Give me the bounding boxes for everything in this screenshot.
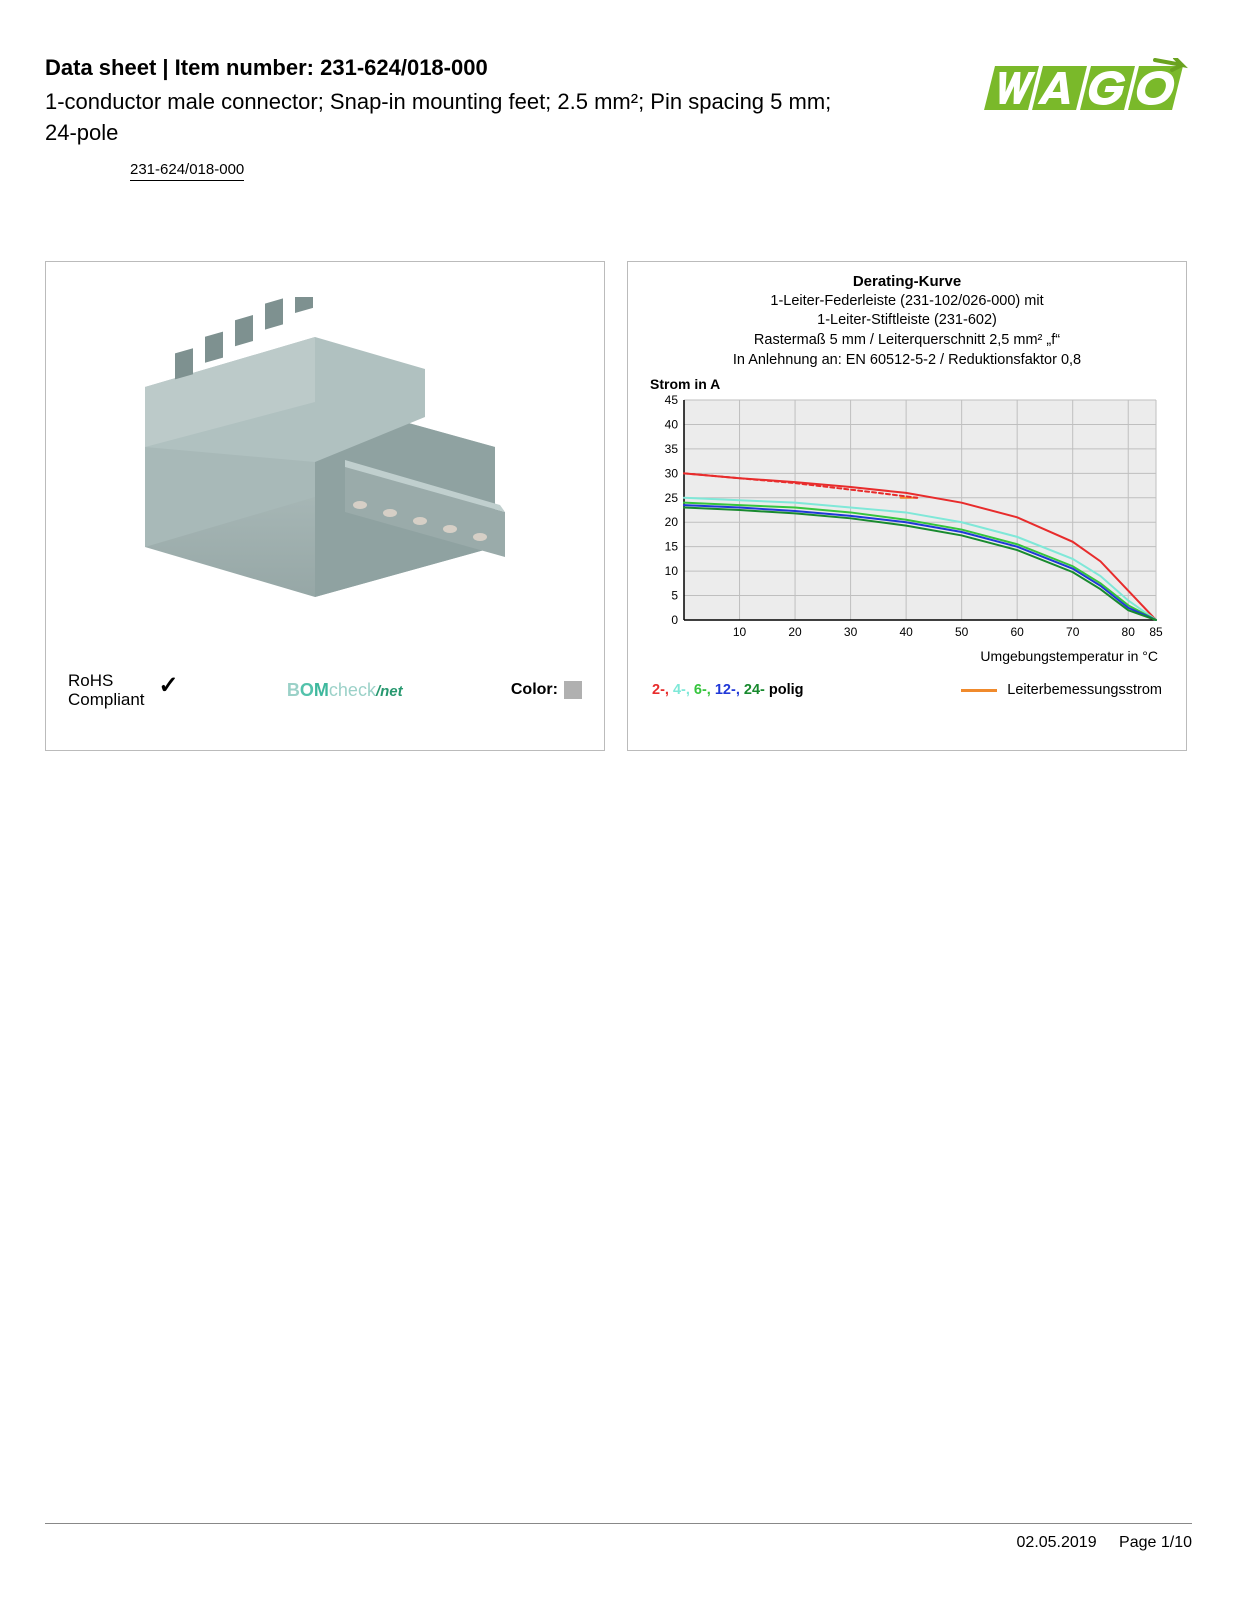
chart-sub3: Rastermaß 5 mm / Leiterquerschnitt 2,5 m…: [646, 331, 1168, 351]
color-swatch: [564, 681, 582, 699]
rohs-compliant-badge: RoHS Compliant ✓: [68, 671, 179, 710]
legend-line-icon: [961, 689, 997, 692]
footer-date: 02.05.2019: [1017, 1534, 1097, 1551]
rohs-text: RoHS Compliant: [68, 671, 145, 710]
rohs-line1: RoHS: [68, 671, 145, 691]
svg-text:25: 25: [665, 491, 679, 505]
rohs-line2: Compliant: [68, 690, 145, 710]
svg-text:5: 5: [671, 589, 678, 603]
svg-text:35: 35: [665, 442, 679, 456]
color-label: Color:: [511, 681, 558, 699]
chart-legend: 2-, 4-, 6-, 12-, 24- polig Leiterbemessu…: [646, 682, 1168, 698]
connector-illustration-icon: [115, 297, 535, 617]
header-text-block: Data sheet | Item number: 231-624/018-00…: [45, 55, 865, 149]
legend-suffix: polig: [765, 682, 804, 698]
svg-text:20: 20: [788, 625, 802, 639]
brand-logo: [977, 55, 1192, 121]
svg-text:40: 40: [899, 625, 913, 639]
footer-page: Page 1/10: [1119, 1534, 1192, 1551]
item-number-link[interactable]: 231-624/018-000: [130, 161, 244, 181]
color-indicator: Color:: [511, 681, 582, 699]
svg-text:70: 70: [1066, 625, 1080, 639]
datasheet-title: Data sheet | Item number: 231-624/018-00…: [45, 55, 865, 81]
legend-item: 2-,: [652, 682, 673, 698]
legend-right-label: Leiterbemessungsstrom: [1007, 682, 1162, 698]
check-icon: ✓: [159, 671, 179, 700]
product-image-panel: RoHS Compliant ✓ BOMcheck/net Color:: [45, 261, 605, 751]
datasheet-description: 1-conductor male connector; Snap-in moun…: [45, 87, 865, 149]
svg-text:45: 45: [665, 394, 679, 407]
chart-area: Derating-Kurve 1-Leiter-Federleiste (231…: [628, 262, 1186, 709]
chart-plot: 0 5 10 15 20 25 30 35 40 45 10 20 30 40 50 60 70 80 85: [646, 394, 1168, 644]
svg-text:10: 10: [733, 625, 747, 639]
legend-item: 4-,: [673, 682, 694, 698]
legend-item: 24-: [744, 682, 765, 698]
page-footer: 02.05.2019 Page 1/10: [45, 1523, 1192, 1552]
chart-sub4: In Anlehnung an: EN 60512-5-2 / Reduktio…: [646, 351, 1168, 371]
page-header: Data sheet | Item number: 231-624/018-00…: [0, 0, 1237, 149]
derating-chart-panel: Derating-Kurve 1-Leiter-Federleiste (231…: [627, 261, 1187, 751]
chart-title: Derating-Kurve: [646, 272, 1168, 292]
svg-text:80: 80: [1122, 625, 1136, 639]
chart-sub1: 1-Leiter-Federleiste (231-102/026-000) m…: [646, 292, 1168, 312]
product-image: [46, 262, 604, 652]
svg-text:15: 15: [665, 540, 679, 554]
panels-row: RoHS Compliant ✓ BOMcheck/net Color: Der…: [0, 181, 1237, 751]
product-bottom-row: RoHS Compliant ✓ BOMcheck/net Color:: [68, 671, 582, 710]
chart-x-axis-label: Umgebungstemperatur in °C: [646, 648, 1168, 664]
chart-sub2: 1-Leiter-Stiftleiste (231-602): [646, 311, 1168, 331]
svg-text:10: 10: [665, 564, 679, 578]
bomcheck-logo: BOMcheck/net: [287, 680, 403, 701]
svg-text:30: 30: [844, 625, 858, 639]
legend-item: 12-,: [715, 682, 744, 698]
legend-item: 6-,: [694, 682, 715, 698]
svg-text:85: 85: [1149, 625, 1163, 639]
svg-text:20: 20: [665, 515, 679, 529]
svg-text:0: 0: [671, 613, 678, 627]
svg-text:30: 30: [665, 466, 679, 480]
svg-text:40: 40: [665, 418, 679, 432]
legend-rated-current: Leiterbemessungsstrom: [961, 682, 1162, 698]
bomcheck-suffix: /net: [376, 683, 403, 700]
wago-logo-icon: [977, 58, 1192, 116]
chart-header: Derating-Kurve 1-Leiter-Federleiste (231…: [646, 272, 1168, 371]
chart-y-axis-label: Strom in A: [650, 376, 1168, 392]
svg-text:50: 50: [955, 625, 969, 639]
svg-text:60: 60: [1010, 625, 1024, 639]
derating-chart-svg: 0 5 10 15 20 25 30 35 40 45 10 20 30 40 50 60 70 80 85: [646, 394, 1166, 644]
legend-series: 2-, 4-, 6-, 12-, 24- polig: [652, 682, 804, 698]
